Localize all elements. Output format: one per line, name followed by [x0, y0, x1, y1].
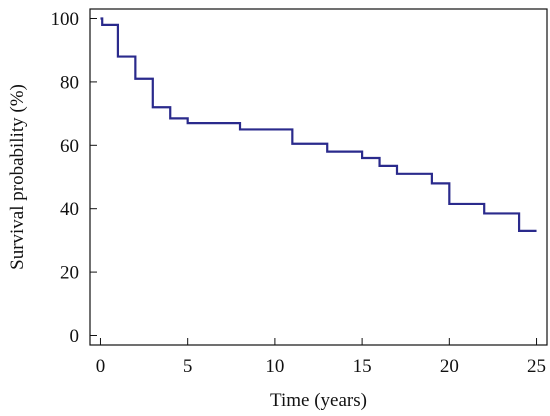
- y-axis-label: Survival probability (%): [7, 84, 28, 270]
- x-tick-label: 15: [353, 356, 372, 377]
- x-tick-label: 5: [183, 356, 193, 377]
- x-axis-ticks: 0 5 10 15 20 25: [96, 338, 546, 377]
- y-tick-label: 20: [60, 263, 79, 284]
- y-tick-label: 40: [60, 199, 79, 220]
- y-tick-label: 100: [51, 9, 80, 30]
- plot-frame: [89, 8, 548, 346]
- y-axis-ticks: 0 20 40 60 80 100: [51, 9, 97, 347]
- x-tick-label: 20: [440, 356, 459, 377]
- x-tick-label: 25: [527, 356, 546, 377]
- y-tick-label: 0: [70, 326, 80, 347]
- y-tick-label: 80: [60, 72, 79, 93]
- x-tick-label: 10: [265, 356, 284, 377]
- y-tick-label: 60: [60, 136, 79, 157]
- x-axis-label: Time (years): [270, 390, 367, 411]
- x-tick-label: 0: [96, 356, 106, 377]
- survival-step-line: [100, 17, 537, 232]
